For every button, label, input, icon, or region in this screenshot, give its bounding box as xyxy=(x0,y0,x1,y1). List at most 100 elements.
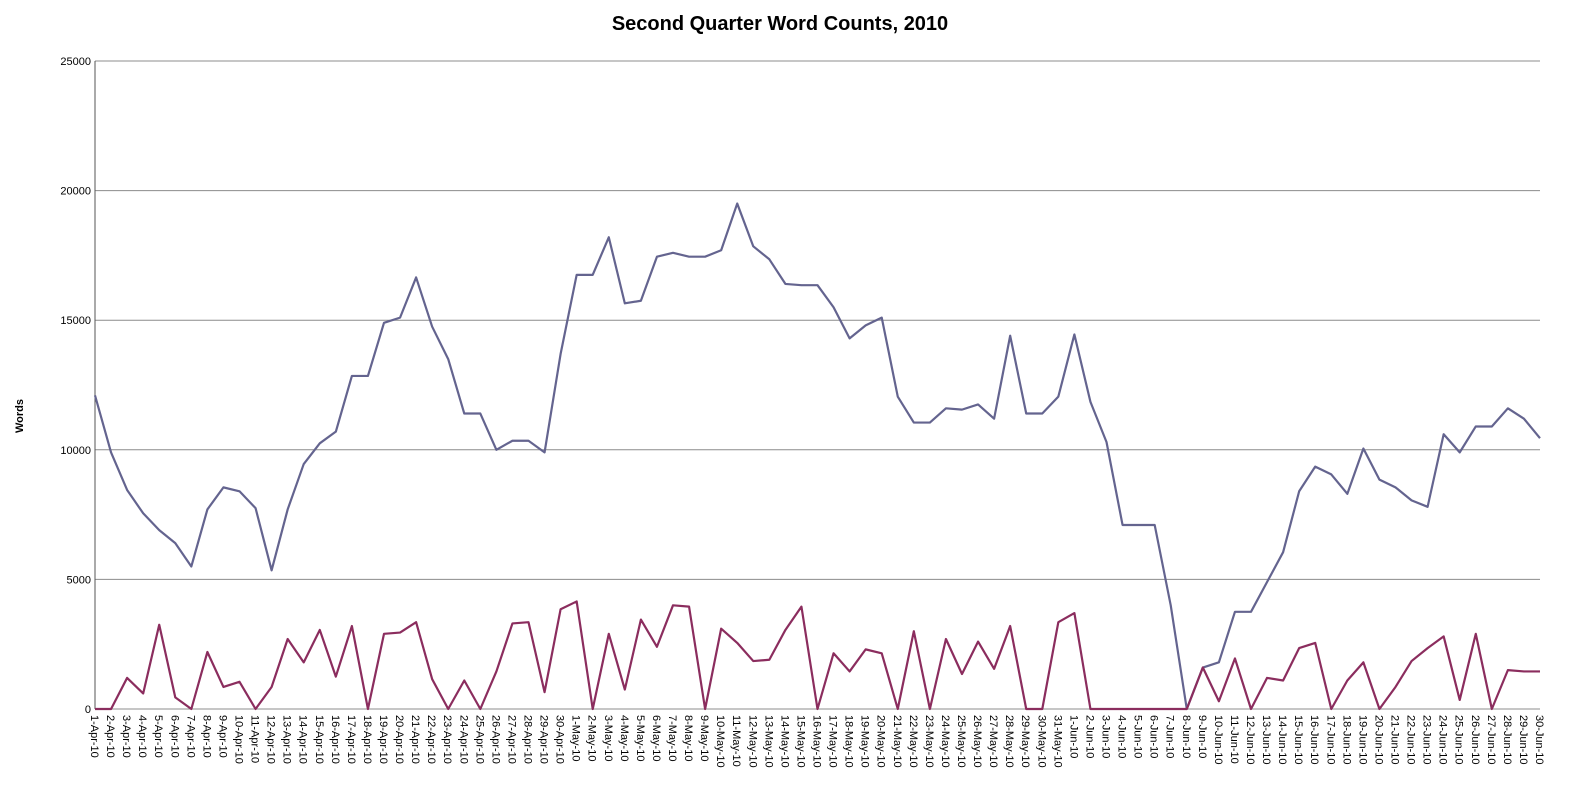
x-tick-label: 15-Jun-10 xyxy=(1292,715,1304,765)
x-tick-label: 23-Apr-10 xyxy=(441,715,453,764)
x-tick-label: 14-Apr-10 xyxy=(297,715,309,764)
x-tick-label: 8-May-10 xyxy=(682,715,694,761)
x-tick-label: 11-Jun-10 xyxy=(1228,715,1240,764)
x-tick-label: 2-Jun-10 xyxy=(1083,715,1095,758)
x-tick-label: 11-Apr-10 xyxy=(249,715,261,763)
chart-title: Second Quarter Word Counts, 2010 xyxy=(612,13,948,35)
x-tick-label: 10-Jun-10 xyxy=(1212,715,1224,765)
x-tick-label: 27-Jun-10 xyxy=(1485,715,1497,765)
x-tick-label: 14-May-10 xyxy=(778,715,790,768)
x-tick-label: 21-Apr-10 xyxy=(409,715,421,764)
x-tick-label: 17-Apr-10 xyxy=(345,715,357,764)
x-tick-label: 15-May-10 xyxy=(794,715,806,768)
x-tick-label: 5-May-10 xyxy=(634,715,646,761)
x-tick-label: 11-May-10 xyxy=(730,715,742,767)
y-axis-label: Words xyxy=(14,399,26,433)
x-tick-label: 1-May-10 xyxy=(570,715,582,761)
x-tick-label: 30-Jun-10 xyxy=(1533,715,1545,765)
x-tick-label: 13-Jun-10 xyxy=(1260,715,1272,765)
x-tick-label: 25-May-10 xyxy=(955,715,967,768)
x-tick-label: 7-Apr-10 xyxy=(184,715,196,758)
x-tick-label: 23-Jun-10 xyxy=(1421,715,1433,765)
y-tick-label: 0 xyxy=(85,704,91,716)
x-tick-label: 5-Apr-10 xyxy=(152,715,164,758)
x-tick-label: 12-May-10 xyxy=(746,715,758,768)
x-tick-label: 20-Jun-10 xyxy=(1372,715,1384,765)
x-tick-label: 15-Apr-10 xyxy=(313,715,325,764)
x-tick-label: 2-Apr-10 xyxy=(104,715,116,758)
x-tick-label: 8-Apr-10 xyxy=(200,715,212,758)
x-tick-label: 16-May-10 xyxy=(811,715,823,768)
x-tick-label: 17-May-10 xyxy=(827,715,839,768)
x-tick-label: 16-Jun-10 xyxy=(1308,715,1320,765)
x-tick-label: 29-Jun-10 xyxy=(1517,715,1529,765)
x-tick-label: 8-Jun-10 xyxy=(1180,715,1192,758)
x-tick-label: 29-May-10 xyxy=(1019,715,1031,768)
x-tick-label: 22-Jun-10 xyxy=(1405,715,1417,765)
x-tick-label: 17-Jun-10 xyxy=(1324,715,1336,765)
data-line xyxy=(95,600,1540,711)
x-tick-label: 1-Jun-10 xyxy=(1067,715,1079,758)
x-tick-label: 21-Jun-10 xyxy=(1389,715,1401,765)
x-tick-label: 24-May-10 xyxy=(939,715,951,768)
x-tick-label: 18-Jun-10 xyxy=(1340,715,1352,765)
x-tick-label: 5-Jun-10 xyxy=(1132,715,1144,758)
y-tick-label: 10000 xyxy=(60,445,91,457)
x-tick-label: 25-Apr-10 xyxy=(473,715,485,764)
x-tick-label: 9-Jun-10 xyxy=(1196,715,1208,758)
x-tick-label: 30-Apr-10 xyxy=(554,715,566,764)
x-tick-label: 3-Apr-10 xyxy=(120,715,132,758)
y-tick-label: 25000 xyxy=(60,56,91,68)
x-tick-label: 16-Apr-10 xyxy=(329,715,341,764)
x-tick-label: 19-May-10 xyxy=(859,715,871,768)
x-tick-label: 22-May-10 xyxy=(907,715,919,768)
x-tick-label: 26-Apr-10 xyxy=(489,715,501,764)
x-tick-label: 28-Apr-10 xyxy=(522,715,534,764)
x-tick-label: 12-Apr-10 xyxy=(265,715,277,764)
x-tick-label: 1-Apr-10 xyxy=(88,715,100,758)
x-tick-label: 20-Apr-10 xyxy=(393,715,405,764)
x-tick-label: 28-May-10 xyxy=(1003,715,1015,768)
x-tick-label: 29-Apr-10 xyxy=(538,715,550,764)
x-tick-label: 31-May-10 xyxy=(1051,715,1063,768)
x-tick-label: 10-Apr-10 xyxy=(233,715,245,764)
x-tick-label: 30-May-10 xyxy=(1035,715,1047,768)
x-tick-label: 10-May-10 xyxy=(714,715,726,768)
x-tick-label: 18-May-10 xyxy=(843,715,855,768)
x-tick-label: 27-May-10 xyxy=(987,715,999,768)
x-tick-label: 3-Jun-10 xyxy=(1100,715,1112,758)
x-tick-label: 4-Apr-10 xyxy=(136,715,148,758)
x-tick-label: 24-Jun-10 xyxy=(1437,715,1449,765)
x-tick-label: 19-Apr-10 xyxy=(377,715,389,764)
x-tick-label: 21-May-10 xyxy=(891,715,903,768)
x-tick-label: 3-May-10 xyxy=(602,715,614,761)
x-tick-label: 12-Jun-10 xyxy=(1244,715,1256,765)
y-tick-label: 5000 xyxy=(67,574,91,586)
x-tick-label: 7-May-10 xyxy=(666,715,678,761)
x-tick-label: 9-Apr-10 xyxy=(216,715,228,758)
x-tick-label: 25-Jun-10 xyxy=(1453,715,1465,765)
x-tick-label: 13-May-10 xyxy=(762,715,774,768)
x-tick-label: 26-May-10 xyxy=(971,715,983,768)
x-tick-label: 14-Jun-10 xyxy=(1276,715,1288,765)
x-tick-label: 24-Apr-10 xyxy=(457,715,469,764)
x-tick-label: 26-Jun-10 xyxy=(1469,715,1481,765)
x-tick-label: 18-Apr-10 xyxy=(361,715,373,764)
x-tick-label: 2-May-10 xyxy=(586,715,598,761)
y-tick-label: 15000 xyxy=(60,315,91,327)
x-tick-label: 6-May-10 xyxy=(650,715,662,761)
x-tick-label: 7-Jun-10 xyxy=(1164,715,1176,758)
x-tick-label: 6-Apr-10 xyxy=(168,715,180,758)
x-tick-label: 4-Jun-10 xyxy=(1116,715,1128,758)
x-tick-label: 9-May-10 xyxy=(698,715,710,761)
x-tick-label: 20-May-10 xyxy=(875,715,887,768)
x-tick-label: 23-May-10 xyxy=(923,715,935,768)
x-tick-label: 13-Apr-10 xyxy=(281,715,293,764)
y-tick-label: 20000 xyxy=(60,186,91,198)
x-tick-label: 6-Jun-10 xyxy=(1148,715,1160,758)
x-tick-label: 4-May-10 xyxy=(618,715,630,761)
x-tick-label: 22-Apr-10 xyxy=(425,715,437,764)
x-tick-label: 28-Jun-10 xyxy=(1501,715,1513,765)
x-tick-label: 27-Apr-10 xyxy=(505,715,517,764)
